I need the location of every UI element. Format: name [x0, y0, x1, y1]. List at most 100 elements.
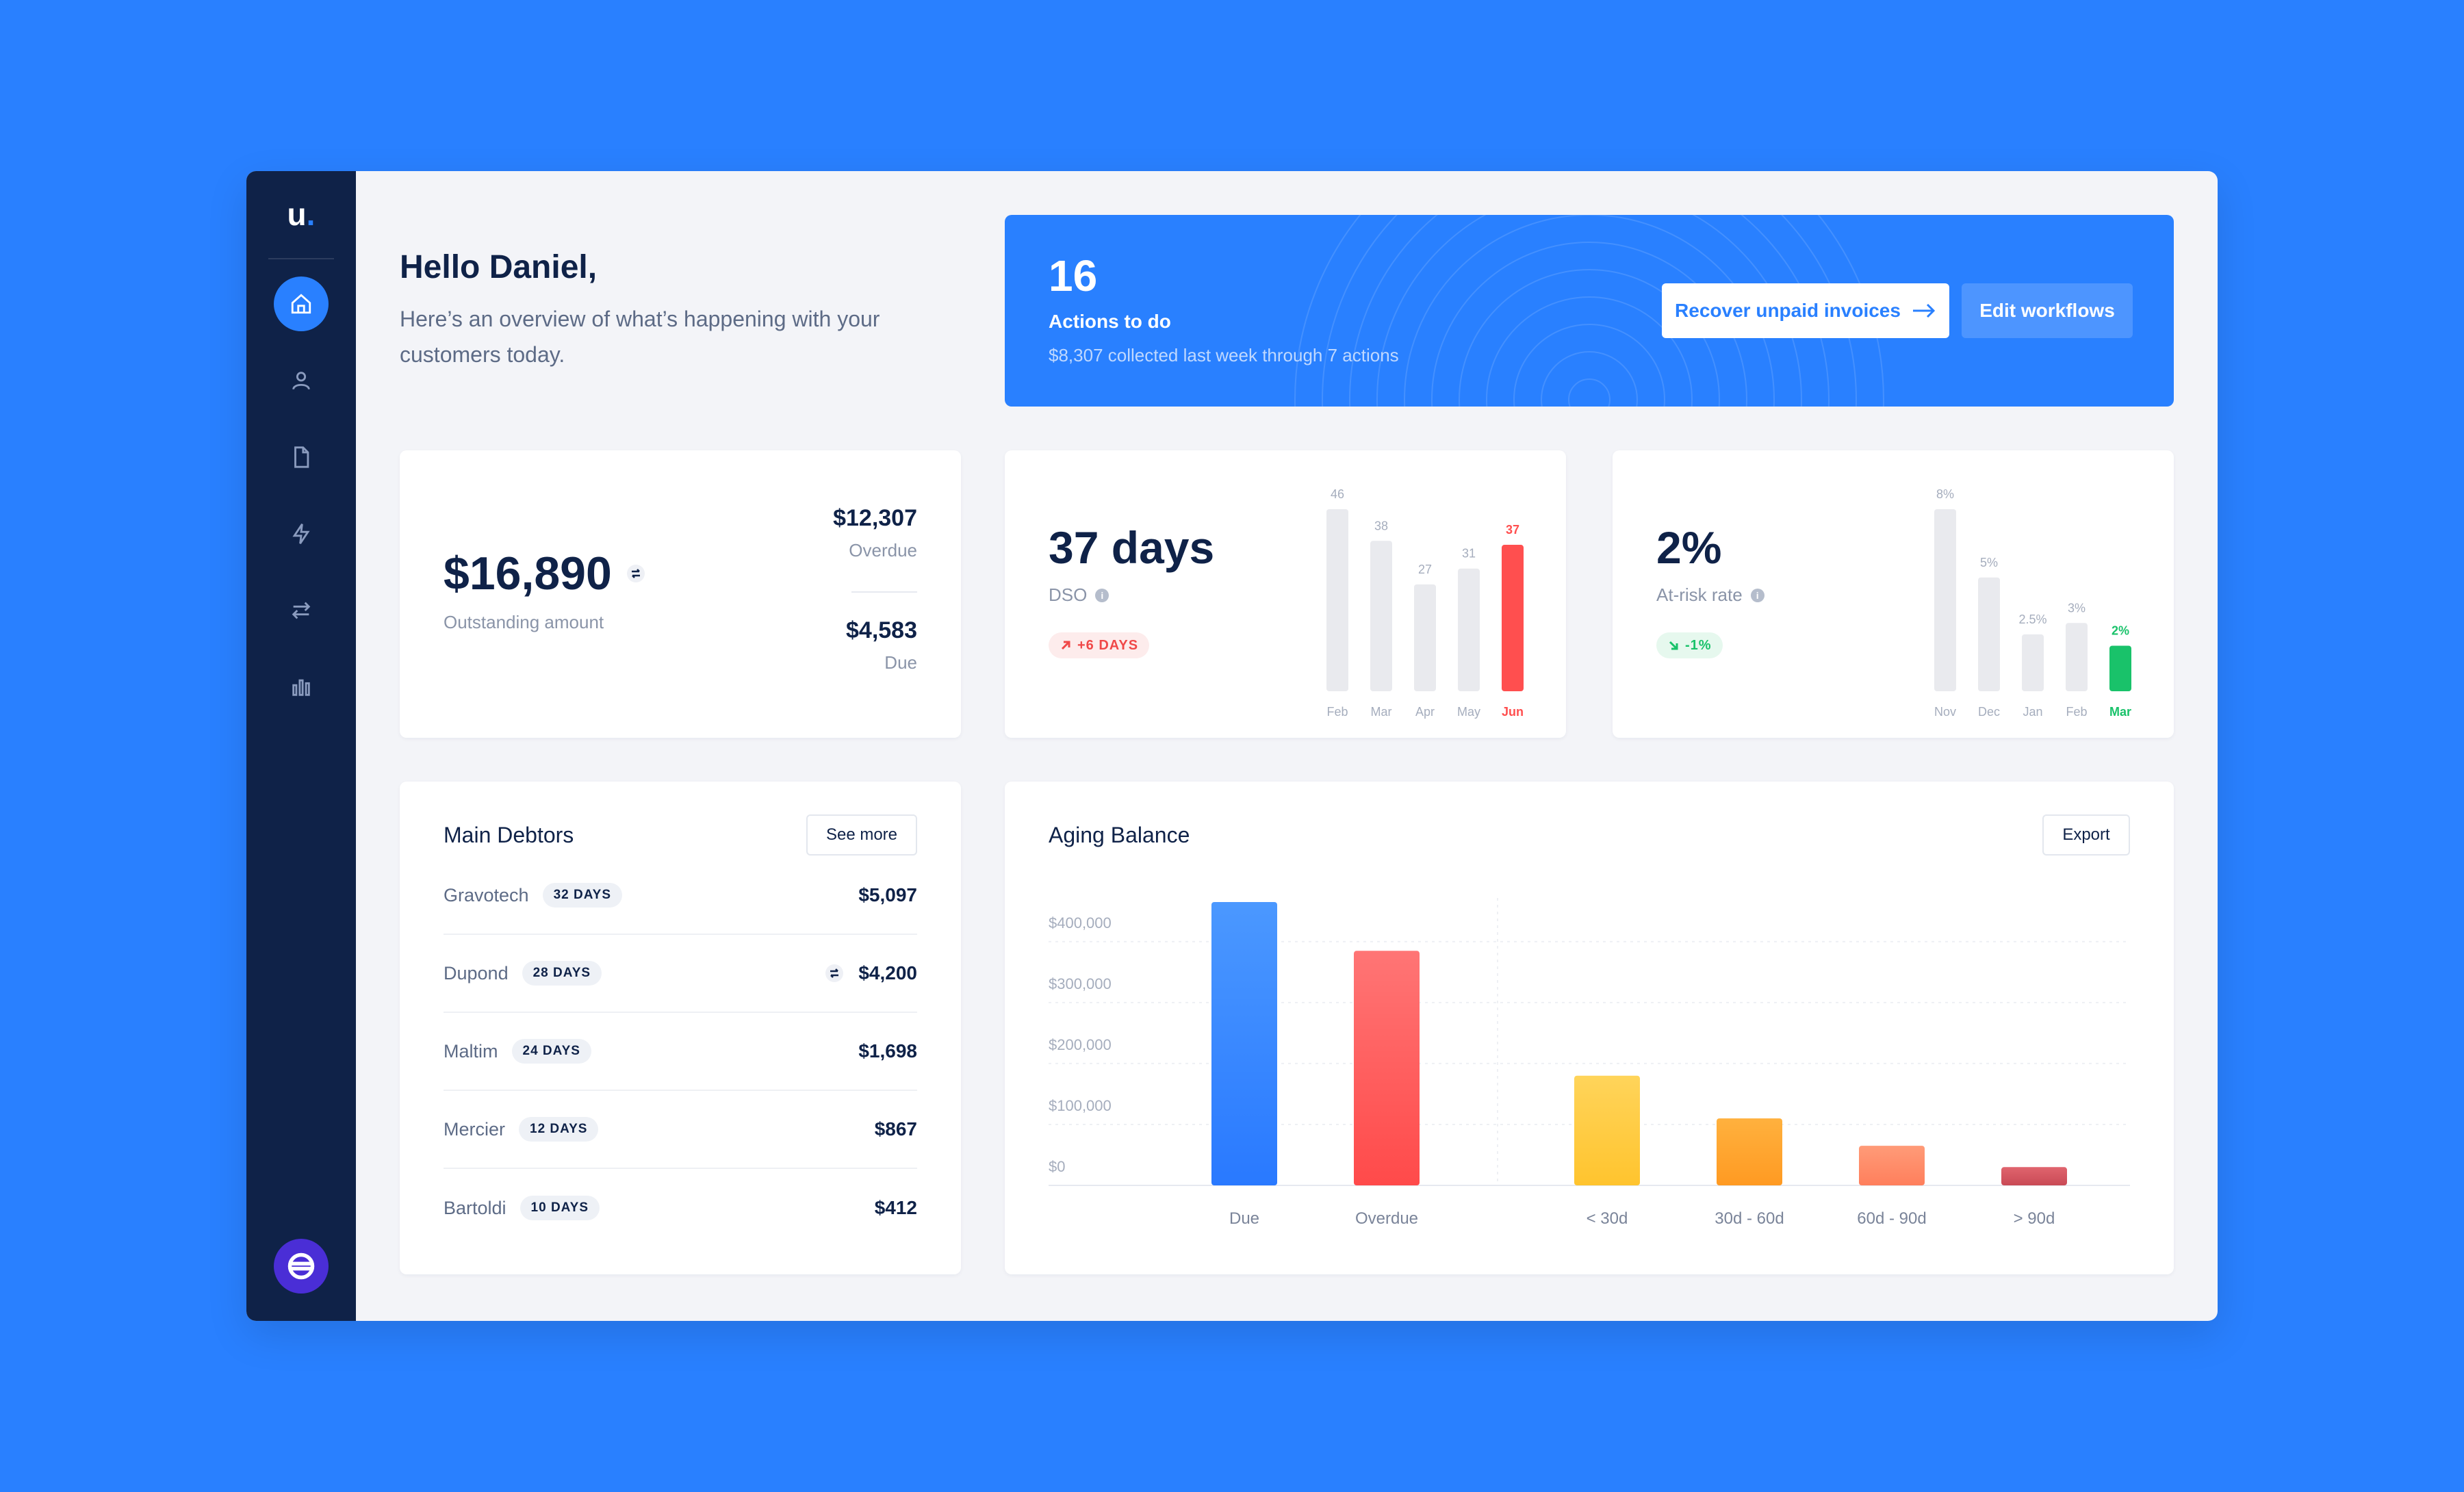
recover-button-label: Recover unpaid invoices — [1675, 300, 1901, 321]
globe-icon — [287, 1252, 315, 1280]
y-tick-label: $200,000 — [1049, 1036, 1112, 1053]
debtor-name: Bartoldi — [444, 1197, 506, 1218]
recover-unpaid-invoices-button[interactable]: Recover unpaid invoices — [1662, 283, 1949, 338]
chart-bar — [1502, 545, 1524, 691]
sidebar-divider — [268, 258, 334, 259]
y-tick-label: $300,000 — [1049, 975, 1112, 992]
edit-workflows-button[interactable]: Edit workflows — [1962, 283, 2133, 338]
actions-count: 16 — [1049, 251, 1098, 300]
at-risk-trend-text: -1% — [1685, 637, 1712, 653]
debtor-row[interactable]: Gravotech 32 DAYS $5,097 — [444, 857, 917, 935]
at-risk-label: At-risk rate — [1656, 584, 1743, 605]
chart-bar — [2066, 623, 2088, 691]
due-value: $4,583 — [846, 617, 917, 643]
dso-label-row: DSO i — [1049, 584, 1109, 606]
chart-value-label: 8% — [1936, 487, 1954, 501]
debtor-amount: $4,200 — [858, 962, 917, 983]
chart-bar — [1978, 577, 2000, 691]
chart-category-label: Feb — [2066, 705, 2087, 719]
nav-invoices[interactable] — [274, 430, 329, 485]
aging-bar — [1574, 1075, 1640, 1185]
nav-analytics[interactable] — [274, 660, 329, 715]
dso-value: 37 days — [1049, 522, 1215, 573]
debtors-title: Main Debtors — [444, 823, 574, 847]
outstanding-card: $16,890 Outstanding amount $12,307 Overd… — [400, 450, 961, 738]
info-icon[interactable]: i — [1750, 588, 1764, 602]
days-badge: 24 DAYS — [511, 1039, 591, 1064]
export-button[interactable]: Export — [2042, 814, 2130, 856]
aging-title: Aging Balance — [1049, 823, 1190, 847]
chart-category-label: Jun — [1502, 705, 1524, 719]
nav-workflows[interactable] — [274, 506, 329, 561]
aging-category-label: 60d - 90d — [1857, 1209, 1926, 1228]
chart-bar — [1326, 509, 1348, 691]
aging-category-label: Due — [1229, 1209, 1259, 1228]
outstanding-value: $16,890 — [444, 548, 612, 600]
chart-category-label: Dec — [1978, 705, 2000, 719]
actions-banner: 16 Actions to do $8,307 collected last w… — [1005, 215, 2174, 407]
currency-swap-icon[interactable] — [626, 565, 645, 582]
outstanding-label: Outstanding amount — [444, 612, 604, 632]
arrow-down-right-icon — [1669, 641, 1678, 650]
page-subtitle: Here’s an overview of what’s happening w… — [400, 307, 880, 367]
chart-category-label: Feb — [1326, 705, 1348, 719]
aging-bar — [1354, 951, 1420, 1185]
at-risk-value: 2% — [1656, 522, 1722, 573]
currency-swap-icon[interactable] — [825, 964, 844, 982]
app-window: u. Hello Daniel, Here’s an overview of w… — [246, 171, 2218, 1321]
lightning-icon — [292, 524, 310, 544]
overdue-summary: $12,307 Overdue — [833, 505, 917, 561]
due-label: Due — [884, 652, 917, 673]
chart-category-label: May — [1457, 705, 1480, 719]
info-icon[interactable]: i — [1095, 588, 1109, 602]
document-icon — [294, 446, 309, 468]
debtor-amount: $867 — [874, 1118, 917, 1140]
aging-balance-card: Aging Balance Export $0 $100,000 $200,000 $… — [1005, 782, 2174, 1274]
chart-bar — [1934, 509, 1956, 691]
sidebar: u. — [246, 171, 356, 1321]
nav-transactions[interactable] — [274, 583, 329, 638]
divider — [851, 591, 917, 593]
at-risk-bar-chart: 8% Nov 5% Dec 2.5% Jan 3% Feb 2% Mar — [1934, 487, 2131, 719]
chart-bar — [1370, 541, 1392, 691]
chart-bar — [1414, 584, 1436, 691]
debtor-row[interactable]: Maltim 24 DAYS $1,698 — [444, 1013, 917, 1091]
arrow-right-icon — [1912, 303, 1936, 318]
at-risk-trend-badge: -1% — [1656, 632, 1723, 658]
dso-card: 37 days DSO i +6 DAYS 46 Feb 38 Mar 27 Apr 31 M… — [1005, 450, 1566, 738]
days-badge: 10 DAYS — [519, 1196, 600, 1220]
nav-customers[interactable] — [274, 353, 329, 408]
greeting: Hello Daniel, Here’s an overview of what… — [400, 248, 893, 372]
chart-bar — [1458, 568, 1480, 691]
debtor-row[interactable]: Mercier 12 DAYS $867 — [444, 1091, 917, 1169]
bar-chart-icon — [292, 679, 310, 696]
chart-value-label: 37 — [1506, 523, 1519, 537]
workspace-avatar[interactable] — [274, 1239, 329, 1294]
debtor-row[interactable]: Bartoldi 10 DAYS $412 — [444, 1169, 917, 1247]
page-title: Hello Daniel, — [400, 249, 598, 285]
see-more-button[interactable]: See more — [806, 814, 917, 856]
main-debtors-card: Main Debtors See more Gravotech 32 DAYS … — [400, 782, 961, 1274]
arrow-up-right-icon — [1061, 641, 1070, 650]
aging-bar — [1211, 902, 1277, 1185]
y-tick-label: $100,000 — [1049, 1097, 1112, 1114]
nav-home[interactable] — [274, 276, 329, 331]
app-logo[interactable]: u. — [287, 196, 316, 232]
debtor-row[interactable]: Dupond 28 DAYS $4,200 — [444, 935, 917, 1013]
chart-value-label: 38 — [1374, 519, 1388, 532]
days-badge: 28 DAYS — [522, 961, 602, 986]
aging-bar — [2001, 1167, 2067, 1185]
chart-value-label: 31 — [1462, 547, 1476, 561]
chart-category-label: Apr — [1415, 705, 1435, 719]
chart-category-label: Nov — [1934, 705, 1956, 719]
chart-category-label: Mar — [2109, 705, 2131, 719]
outstanding-amount: $16,890 — [444, 546, 645, 601]
chart-value-label: 46 — [1331, 487, 1344, 501]
chart-bar — [2109, 645, 2131, 691]
actions-summary: $8,307 collected last week through 7 act… — [1049, 345, 1399, 365]
chart-value-label: 3% — [2068, 601, 2086, 615]
debtor-amount-group: $4,200 — [825, 962, 917, 984]
at-risk-card: 2% At-risk rate i -1% 8% Nov 5% Dec 2.5% Jan 3… — [1613, 450, 2174, 738]
debtor-amount: $5,097 — [858, 884, 917, 905]
dso-trend-text: +6 DAYS — [1077, 637, 1139, 653]
